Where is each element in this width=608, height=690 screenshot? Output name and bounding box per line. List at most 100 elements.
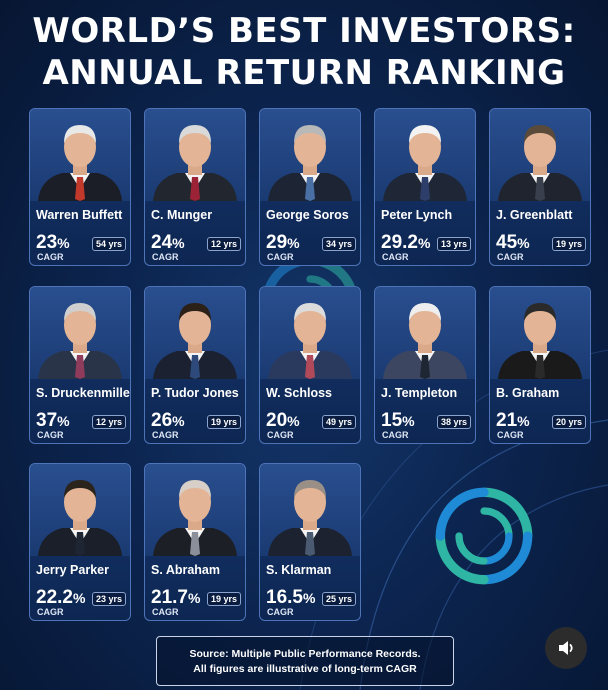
investor-portrait: [375, 109, 475, 201]
years-badge: 54 yrs: [91, 237, 126, 251]
years-badge: 23 yrs: [91, 592, 126, 606]
investor-name: J. Templeton: [381, 386, 458, 400]
return-number: 21: [496, 410, 518, 431]
title-line-1: WORLD’S BEST INVESTORS:: [32, 11, 576, 51]
source-line-1: Source: Multiple Public Performance Reco…: [189, 648, 421, 660]
return-number: 37: [36, 410, 58, 431]
investor-portrait: [490, 287, 590, 379]
return-number: 23: [36, 232, 58, 253]
speaker-icon: [559, 641, 573, 655]
source-note: Source: Multiple Public Performance Reco…: [156, 636, 454, 686]
investor-card: Jerry Parker 22.2% CAGR 23 yrs: [29, 463, 131, 621]
return-value: 26%: [151, 410, 185, 432]
investor-portrait: [145, 287, 245, 379]
investor-card: P. Tudor Jones 26% CAGR 19 yrs: [144, 286, 246, 444]
return-number: 24: [151, 232, 173, 253]
percent-sign: %: [172, 235, 185, 251]
return-number: 21.7: [151, 587, 188, 608]
years-badge: 25 yrs: [321, 592, 356, 606]
percent-sign: %: [402, 413, 415, 429]
investor-portrait: [30, 287, 130, 379]
cagr-label: CAGR: [382, 430, 409, 440]
return-value: 23%: [36, 232, 70, 254]
sound-toggle-button[interactable]: [545, 627, 587, 669]
years-badge: 20 yrs: [551, 415, 586, 429]
percent-sign: %: [287, 413, 300, 429]
investor-portrait: [145, 109, 245, 201]
years-badge: 19 yrs: [551, 237, 586, 251]
cagr-label: CAGR: [37, 252, 64, 262]
investor-card: B. Graham 21% CAGR 20 yrs: [489, 286, 591, 444]
percent-sign: %: [172, 413, 185, 429]
return-number: 16.5: [266, 587, 303, 608]
percent-sign: %: [57, 235, 70, 251]
years-badge: 49 yrs: [321, 415, 356, 429]
years-badge: 13 yrs: [436, 237, 471, 251]
return-value: 45%: [496, 232, 530, 254]
investor-portrait: [490, 109, 590, 201]
investor-card: Peter Lynch 29.2% CAGR 13 yrs: [374, 108, 476, 266]
investor-portrait: [260, 109, 360, 201]
investor-card: S. Klarman 16.5% CAGR 25 yrs: [259, 463, 361, 621]
percent-sign: %: [302, 590, 316, 606]
cagr-label: CAGR: [152, 430, 179, 440]
investor-card: Warren Buffett 23% CAGR 54 yrs: [29, 108, 131, 266]
cagr-label: CAGR: [267, 252, 294, 262]
investor-name: S. Abraham: [151, 563, 221, 577]
years-badge: 34 yrs: [321, 237, 356, 251]
years-badge: 19 yrs: [206, 415, 241, 429]
percent-sign: %: [517, 235, 530, 251]
investor-name: C. Munger: [151, 208, 213, 222]
return-number: 15: [381, 410, 403, 431]
percent-sign: %: [187, 590, 201, 606]
return-value: 29%: [266, 232, 300, 254]
return-value: 15%: [381, 410, 415, 432]
cagr-label: CAGR: [152, 252, 179, 262]
return-number: 29.2: [381, 232, 418, 253]
return-number: 22.2: [36, 587, 73, 608]
title-line-2: ANNUAL RETURN RANKING: [42, 53, 566, 93]
cagr-label: CAGR: [267, 607, 294, 617]
investor-portrait: [145, 464, 245, 556]
investor-name: Peter Lynch: [381, 208, 453, 222]
investor-portrait: [260, 287, 360, 379]
years-badge: 12 yrs: [91, 415, 126, 429]
page-title: WORLD’S BEST INVESTORS: ANNUAL RETURN RA…: [0, 10, 608, 94]
swirl-logo-icon: [435, 487, 533, 585]
return-value: 22.2%: [36, 587, 85, 609]
return-number: 45: [496, 232, 518, 253]
investor-name: George Soros: [266, 208, 349, 222]
investor-name: S. Druckenmiller: [36, 386, 131, 400]
return-number: 26: [151, 410, 173, 431]
cagr-label: CAGR: [497, 252, 524, 262]
cagr-label: CAGR: [497, 430, 524, 440]
years-badge: 19 yrs: [206, 592, 241, 606]
return-value: 16.5%: [266, 587, 315, 609]
investor-name: W. Schloss: [266, 386, 332, 400]
investor-card: S. Druckenmiller 37% CAGR 12 yrs: [29, 286, 131, 444]
investor-portrait: [30, 109, 130, 201]
percent-sign: %: [417, 235, 431, 251]
cagr-label: CAGR: [37, 607, 64, 617]
return-value: 37%: [36, 410, 70, 432]
investor-card: George Soros 29% CAGR 34 yrs: [259, 108, 361, 266]
return-value: 29.2%: [381, 232, 430, 254]
source-line-2: All figures are illustrative of long-ter…: [193, 663, 417, 675]
cagr-label: CAGR: [382, 252, 409, 262]
investor-card: S. Abraham 21.7% CAGR 19 yrs: [144, 463, 246, 621]
return-value: 24%: [151, 232, 185, 254]
cagr-label: CAGR: [152, 607, 179, 617]
investor-name: B. Graham: [496, 386, 560, 400]
investor-name: Jerry Parker: [36, 563, 109, 577]
cagr-label: CAGR: [267, 430, 294, 440]
investor-name: Warren Buffett: [36, 208, 123, 222]
percent-sign: %: [517, 413, 530, 429]
return-value: 21.7%: [151, 587, 200, 609]
cagr-label: CAGR: [37, 430, 64, 440]
return-value: 21%: [496, 410, 530, 432]
return-value: 20%: [266, 410, 300, 432]
investor-card: J. Greenblatt 45% CAGR 19 yrs: [489, 108, 591, 266]
years-badge: 38 yrs: [436, 415, 471, 429]
investor-name: S. Klarman: [266, 563, 332, 577]
investor-name: J. Greenblatt: [496, 208, 573, 222]
